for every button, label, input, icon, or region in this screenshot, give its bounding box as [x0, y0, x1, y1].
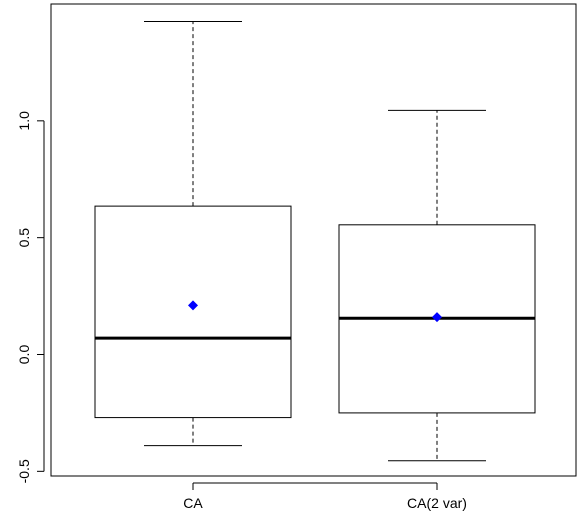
y-axis: -0.5 0.0 0.5 1.0: [16, 111, 45, 483]
iqr-box: [94, 205, 292, 419]
plot-frame: [50, 3, 577, 477]
box-ca: [94, 21, 292, 447]
mean-marker: [432, 312, 442, 323]
x-tick-label: CA: [183, 495, 203, 511]
y-tick-label: 1.0: [16, 111, 32, 131]
y-tick-label: 0.0: [16, 345, 32, 365]
mean-marker: [188, 300, 198, 311]
boxes-group: [94, 21, 536, 462]
y-tick-label: 0.5: [16, 228, 32, 248]
box-ca-2-var-: [338, 109, 536, 462]
y-tick-label: -0.5: [16, 459, 32, 483]
x-axis: CA CA(2 var): [183, 482, 467, 511]
x-tick-label: CA(2 var): [407, 495, 467, 511]
